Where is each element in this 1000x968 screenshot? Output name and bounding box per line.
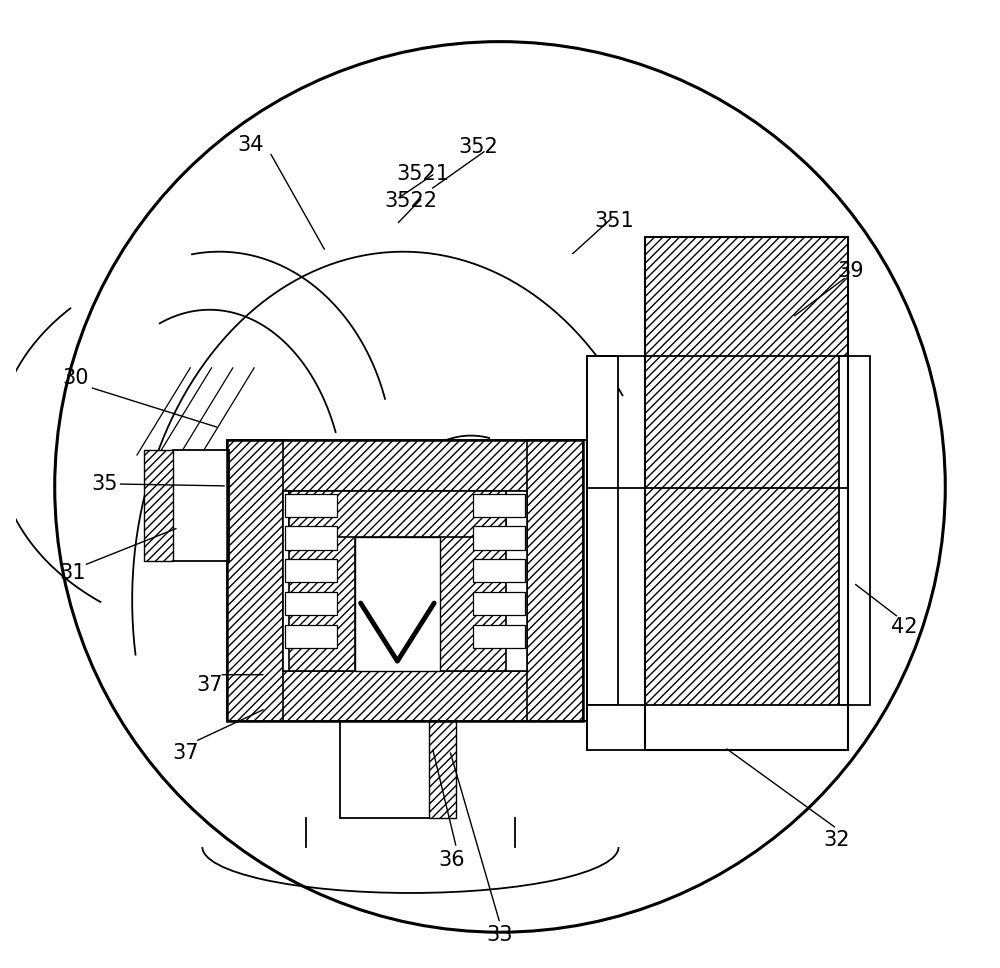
Text: 35: 35 bbox=[92, 474, 118, 494]
Bar bbox=[473, 527, 525, 550]
Text: 31: 31 bbox=[59, 563, 85, 583]
Bar bbox=[473, 592, 525, 616]
Text: 42: 42 bbox=[891, 618, 918, 637]
Bar bbox=[587, 705, 848, 750]
Bar bbox=[227, 671, 583, 721]
Bar bbox=[227, 440, 283, 721]
Bar bbox=[645, 237, 848, 750]
Bar bbox=[527, 440, 583, 721]
Bar bbox=[289, 491, 355, 671]
Text: 30: 30 bbox=[63, 368, 89, 387]
Text: 3522: 3522 bbox=[384, 192, 437, 211]
Bar bbox=[144, 450, 173, 561]
Bar bbox=[289, 491, 506, 537]
Bar bbox=[285, 527, 337, 550]
Circle shape bbox=[55, 42, 945, 932]
Bar bbox=[473, 624, 525, 648]
Bar bbox=[285, 624, 337, 648]
Text: 37: 37 bbox=[172, 743, 199, 763]
Text: 37: 37 bbox=[196, 676, 223, 695]
Bar bbox=[227, 440, 583, 721]
Bar bbox=[285, 592, 337, 616]
Text: 32: 32 bbox=[824, 831, 850, 850]
Bar bbox=[839, 356, 870, 705]
Bar bbox=[587, 356, 618, 705]
Bar bbox=[440, 491, 506, 671]
Bar bbox=[285, 560, 337, 583]
Bar bbox=[340, 721, 456, 818]
Bar bbox=[173, 450, 229, 561]
Bar bbox=[355, 537, 440, 671]
Bar bbox=[645, 237, 848, 750]
Bar bbox=[285, 494, 337, 517]
Bar bbox=[429, 721, 456, 818]
Text: 33: 33 bbox=[487, 925, 513, 945]
Text: 34: 34 bbox=[237, 136, 264, 155]
Bar bbox=[473, 560, 525, 583]
Text: 352: 352 bbox=[459, 137, 499, 157]
Bar bbox=[283, 491, 527, 671]
Bar bbox=[473, 494, 525, 517]
Text: 351: 351 bbox=[594, 211, 634, 230]
Bar bbox=[227, 440, 583, 491]
Text: 39: 39 bbox=[837, 261, 864, 281]
Text: 36: 36 bbox=[438, 850, 465, 869]
Text: 3521: 3521 bbox=[396, 165, 449, 184]
